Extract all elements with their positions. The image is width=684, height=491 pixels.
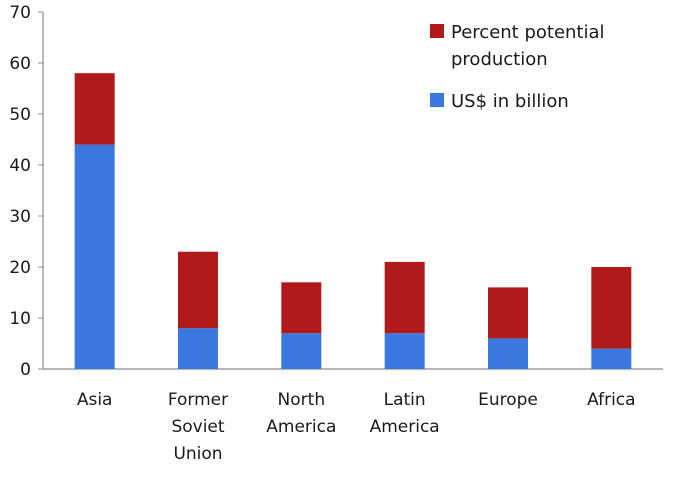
bar-segment-usd [384, 333, 425, 369]
x-category-label: Soviet [171, 417, 224, 437]
bar-segment-percent [281, 282, 322, 334]
bar-segment-usd [74, 144, 115, 369]
y-tick-label: 40 [9, 156, 31, 176]
x-category-label: America [370, 417, 440, 437]
bar-segment-percent [384, 261, 425, 334]
x-category-label: Europe [478, 390, 538, 410]
x-category-labels: Asia Former Soviet Union North America Latin Am… [77, 390, 636, 464]
y-tick-label: 60 [9, 54, 31, 74]
y-tick-label: 50 [9, 105, 31, 125]
bar-segment-percent [178, 251, 218, 329]
x-category-label: America [266, 417, 336, 437]
x-category-label: North [278, 390, 326, 410]
y-tick-label: 20 [9, 258, 31, 278]
legend-label: Percent potential [451, 22, 605, 43]
chart-legend: Percent potential production US$ in billio… [430, 22, 605, 112]
x-category-label: Former [168, 390, 228, 410]
legend-label: US$ in billion [451, 91, 569, 112]
bar-segment-percent [591, 267, 632, 349]
x-category-label: Africa [587, 390, 636, 410]
legend-swatch [430, 93, 444, 107]
y-tick-label: 10 [9, 309, 31, 329]
legend-swatch [430, 24, 444, 38]
x-category-label: Asia [77, 390, 113, 410]
chart-bars [74, 73, 632, 369]
y-tick-label: 0 [20, 360, 31, 380]
x-category-label: Union [173, 444, 222, 464]
legend-label: production [451, 49, 548, 70]
bar-segment-percent [488, 287, 528, 339]
chart-axes [38, 11, 663, 370]
x-category-label: Latin [384, 390, 426, 410]
bar-segment-usd [178, 328, 218, 369]
y-tick-label: 70 [9, 3, 31, 23]
bar-segment-usd [281, 333, 322, 369]
y-tick-label: 30 [9, 207, 31, 227]
bar-segment-usd [591, 348, 632, 369]
y-tick-labels: 0 10 20 30 40 50 60 70 [9, 3, 31, 380]
bar-segment-usd [488, 338, 528, 369]
bar-segment-percent [74, 73, 115, 145]
